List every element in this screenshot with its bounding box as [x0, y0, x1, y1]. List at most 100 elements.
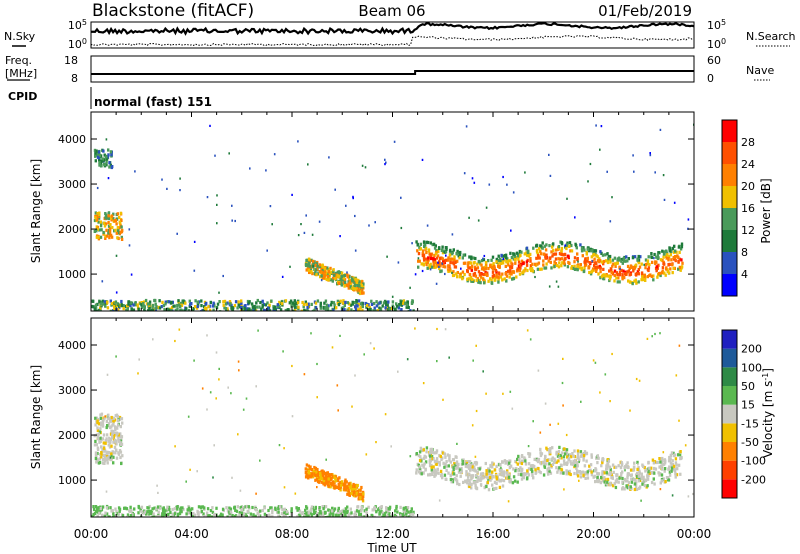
scatter-cell	[376, 508, 380, 512]
scatter-cell	[328, 510, 331, 514]
scatter-cell	[436, 460, 440, 464]
scatter-cell	[608, 278, 611, 283]
scatter-cell	[93, 434, 96, 438]
scatter-cell	[447, 464, 450, 468]
scatter-cell	[319, 471, 322, 475]
x-tick-label: 04:00	[174, 527, 209, 541]
scatter-cell	[225, 309, 228, 311]
scatter-cell	[357, 497, 360, 501]
scatter-cell	[590, 473, 594, 477]
scatter-cell	[405, 515, 408, 517]
scatter-cell	[361, 308, 364, 311]
scatter-cell	[349, 303, 353, 307]
scatter-cell	[511, 407, 514, 410]
scatter-cell	[604, 259, 608, 263]
scatter-cell	[641, 275, 644, 279]
scatter-cell	[129, 301, 133, 305]
scatter-cell	[109, 437, 113, 442]
scatter-cell	[513, 252, 516, 256]
scatter-cell	[618, 273, 621, 277]
scatter-cell	[263, 512, 267, 516]
scatter-cell	[312, 508, 316, 513]
scatter-cell	[439, 264, 442, 268]
scatter-cell	[96, 436, 100, 441]
scatter-cell	[95, 416, 98, 420]
scatter-cell	[432, 264, 435, 268]
scatter-cell	[476, 470, 479, 474]
scatter-cell	[608, 254, 612, 259]
scatter-cell	[244, 304, 247, 308]
scatter-cell	[517, 472, 520, 476]
scatter-cell	[594, 361, 597, 364]
scatter-cell	[618, 270, 622, 274]
scatter-cell	[350, 486, 354, 490]
scatter-cell	[353, 491, 357, 495]
scatter-cell	[570, 249, 574, 253]
scatter-cell	[479, 281, 482, 285]
scatter-cell	[336, 477, 340, 481]
scatter-cell	[633, 482, 637, 486]
scatter-cell	[421, 269, 424, 273]
scatter-cell	[110, 165, 113, 170]
scatter-cell	[417, 259, 420, 263]
power-colorbar-segment	[722, 164, 737, 186]
scatter-cell	[463, 253, 467, 257]
scatter-cell	[343, 280, 347, 284]
scatter-cell	[351, 302, 355, 306]
scatter-cell	[323, 273, 326, 277]
scatter-cell	[606, 252, 609, 256]
scatter-cell	[614, 262, 617, 266]
scatter-cell	[514, 258, 517, 262]
scatter-cell	[96, 428, 100, 432]
scatter-cell	[433, 246, 437, 250]
scatter-cell	[105, 228, 108, 232]
scatter-cell	[108, 227, 112, 231]
scatter-cell	[151, 308, 154, 311]
scatter-cell	[529, 264, 533, 268]
scatter-cell	[498, 265, 501, 269]
scatter-cell	[323, 267, 326, 271]
scatter-cell	[313, 465, 316, 470]
scatter-cell	[400, 196, 402, 199]
scatter-cell	[526, 268, 529, 273]
scatter-cell	[475, 278, 478, 282]
scatter-cell	[573, 471, 576, 476]
scatter-cell	[663, 198, 666, 201]
scatter-cell	[212, 301, 215, 305]
scatter-cell	[424, 455, 428, 459]
scatter-cell	[167, 505, 171, 509]
scatter-cell	[211, 510, 215, 514]
scatter-cell	[457, 255, 460, 258]
scatter-cell	[399, 300, 403, 304]
feature-early-high-patch	[93, 148, 114, 170]
scatter-cell	[549, 450, 552, 454]
scatter-cell	[318, 475, 321, 479]
scatter-cell	[355, 280, 359, 284]
scatter-cell	[328, 273, 331, 277]
scatter-cell	[590, 470, 593, 474]
scatter-cell	[500, 468, 503, 472]
scatter-cell	[325, 271, 328, 275]
scatter-cell	[192, 511, 195, 516]
scatter-cell	[367, 505, 370, 509]
scatter-cell	[549, 447, 552, 451]
scatter-cell	[364, 166, 367, 169]
scatter-cell	[425, 250, 428, 255]
scatter-cell	[212, 476, 214, 479]
velocity-colorbar-segment	[722, 404, 737, 424]
scatter-cell	[650, 471, 654, 475]
scatter-cell	[392, 514, 395, 517]
scatter-cell	[640, 472, 643, 476]
scatter-cell	[468, 482, 471, 486]
scatter-cell	[117, 308, 120, 311]
scatter-cell	[647, 474, 650, 478]
scatter-cell	[253, 304, 256, 309]
scatter-cell	[349, 481, 352, 485]
scatter-cell	[442, 398, 444, 401]
scatter-cell	[289, 299, 293, 303]
scatter-cell	[502, 175, 504, 179]
scatter-cell	[525, 477, 529, 481]
scatter-cell	[576, 452, 580, 456]
scatter-cell	[485, 469, 488, 473]
scatter-cell	[601, 472, 604, 476]
